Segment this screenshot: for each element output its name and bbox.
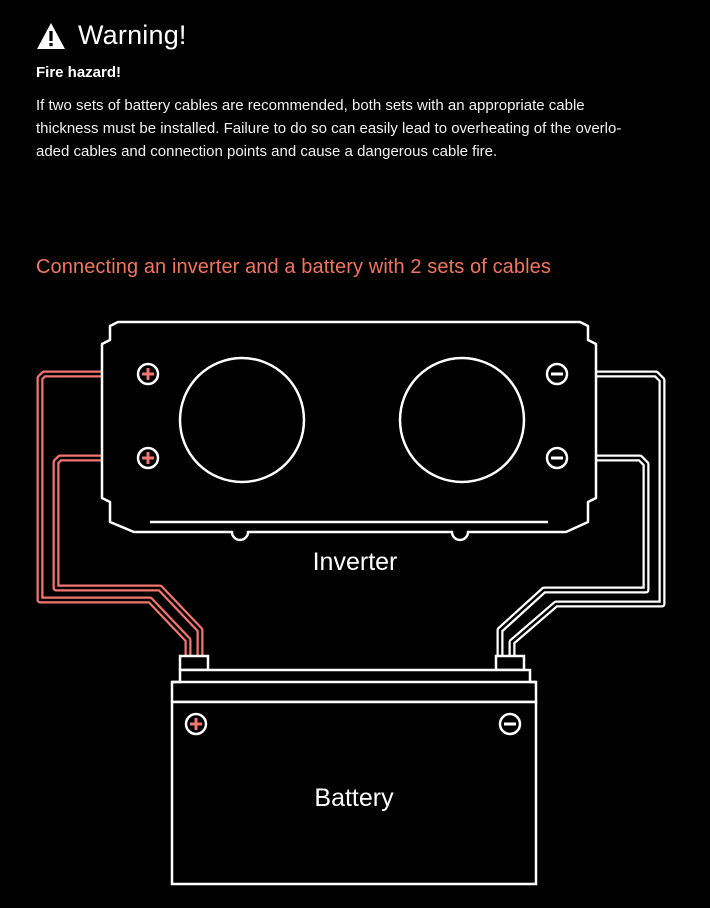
- battery-post-negative: [494, 654, 526, 672]
- battery-label: Battery: [314, 784, 394, 812]
- warning-header: Warning!: [36, 20, 187, 51]
- inverter-body: [100, 320, 598, 542]
- plus-terminal-icon: [184, 712, 208, 736]
- minus-terminal-icon: [545, 362, 569, 386]
- battery-post-positive: [178, 654, 210, 672]
- warning-triangle-icon: [37, 22, 65, 49]
- warning-body-line: thickness must be installed. Failure to …: [36, 120, 622, 137]
- warning-body: If two sets of battery cables are recomm…: [36, 94, 676, 163]
- plus-terminal-icon: [136, 446, 160, 470]
- warning-body-line: aded cables and connection points and ca…: [36, 143, 498, 160]
- inverter-fan-right: [398, 356, 526, 484]
- warning-body-line: If two sets of battery cables are recomm…: [36, 97, 585, 114]
- warning-subtitle: Fire hazard!: [36, 64, 122, 81]
- minus-terminal-icon: [545, 446, 569, 470]
- inverter-label: Inverter: [313, 548, 398, 576]
- minus-terminal-icon: [498, 712, 522, 736]
- battery-lid: [170, 668, 538, 704]
- plus-terminal-icon: [136, 362, 160, 386]
- warning-title: Warning!: [78, 20, 187, 50]
- battery-body: [170, 700, 538, 886]
- inverter-fan-left: [178, 356, 306, 484]
- diagram-title: Connecting an inverter and a battery wit…: [36, 256, 551, 278]
